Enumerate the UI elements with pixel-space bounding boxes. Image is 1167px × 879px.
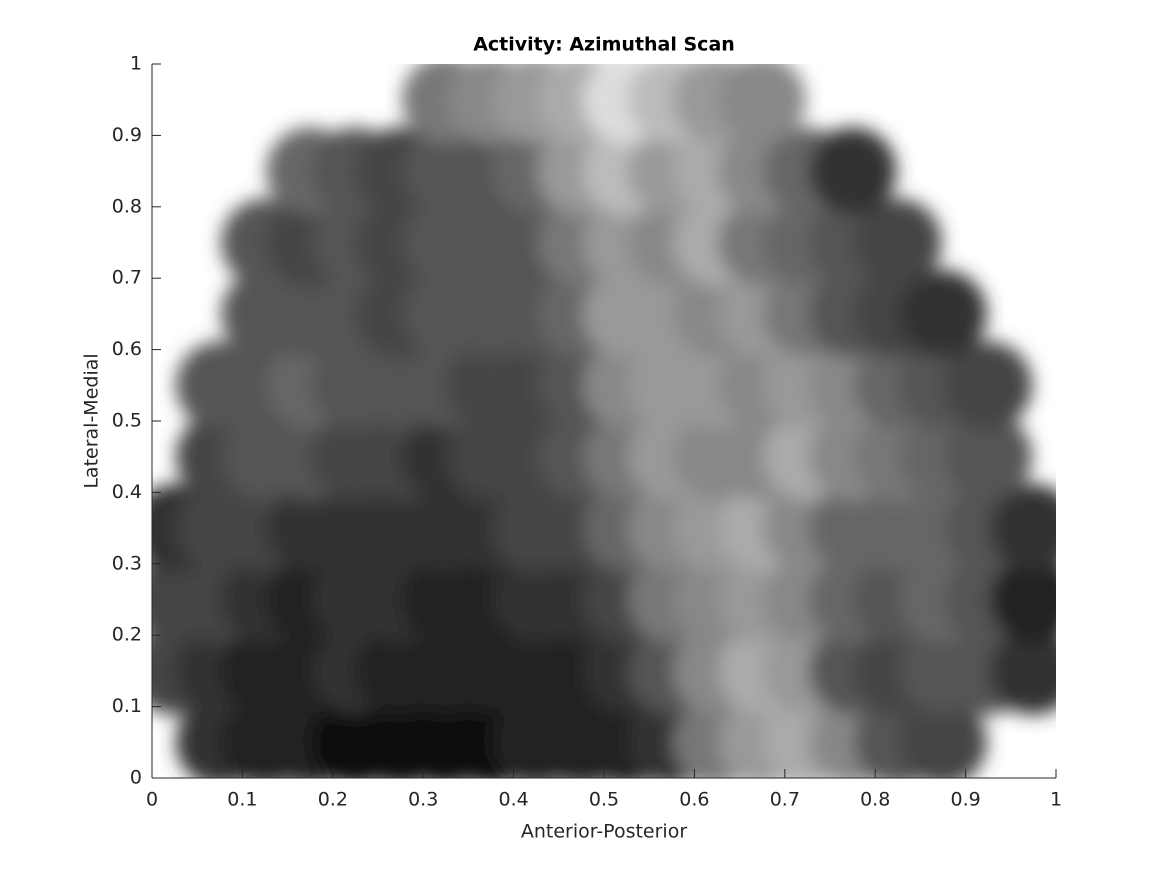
chart-title: Activity: Azimuthal Scan: [473, 34, 735, 56]
y-tick-label: 0: [130, 767, 142, 789]
x-tick-label: 0.9: [950, 789, 980, 811]
y-tick-label: 0.1: [112, 695, 142, 717]
x-tick-label: 0.4: [498, 789, 528, 811]
x-tick-label: 0.6: [679, 789, 709, 811]
y-tick-label: 0.3: [112, 552, 142, 574]
scatter-point: [944, 341, 1033, 430]
y-tick-label: 0.7: [112, 267, 142, 289]
scatter-point: [808, 127, 897, 216]
x-tick-label: 0.2: [318, 789, 348, 811]
scatter-point: [853, 198, 942, 287]
x-tick-label: 0.3: [408, 789, 438, 811]
x-tick-label: 0.7: [770, 789, 800, 811]
scatter-points: [152, 64, 1056, 778]
y-tick-label: 1: [130, 53, 142, 75]
scatter-point: [944, 412, 1033, 501]
scatter-point: [989, 484, 1056, 573]
scatter-point: [989, 555, 1056, 644]
x-tick-label: 0.1: [227, 789, 257, 811]
scatter-point: [989, 626, 1056, 715]
y-tick-label: 0.2: [112, 624, 142, 646]
y-tick-label: 0.6: [112, 338, 142, 360]
x-tick-label: 0: [146, 789, 158, 811]
scatter-point: [718, 64, 807, 144]
y-axis-label: Lateral-Medial: [81, 353, 103, 488]
x-axis-label: Anterior-Posterior: [521, 821, 688, 843]
x-tick-label: 0.8: [860, 789, 890, 811]
y-tick-label: 0.8: [112, 195, 142, 217]
y-tick-label: 0.9: [112, 124, 142, 146]
y-tick-label: 0.5: [112, 410, 142, 432]
x-tick-label: 1: [1050, 789, 1062, 811]
y-tick-label: 0.4: [112, 481, 142, 503]
scatter-point: [899, 269, 987, 358]
scatter-point: [899, 698, 987, 778]
x-tick-label: 0.5: [589, 789, 619, 811]
